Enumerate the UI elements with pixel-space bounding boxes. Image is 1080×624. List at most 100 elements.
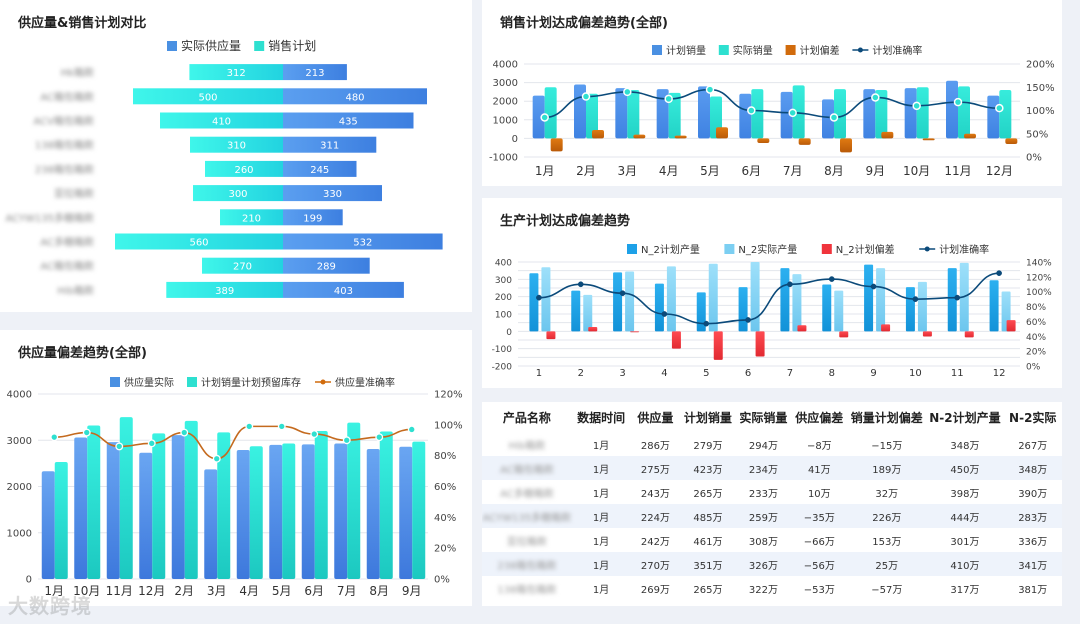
actual-supply-bar (106, 442, 120, 579)
actual-supply-value: 330 (323, 189, 342, 200)
y-right-tick: 20% (434, 544, 456, 555)
table-cell: 461万 (693, 536, 723, 548)
actual-supply-bar (283, 112, 414, 129)
table-cell: 265万 (693, 584, 723, 596)
plan-deviation-bar (716, 127, 728, 139)
actual-production-bar (917, 281, 927, 332)
plan-sales-bar (987, 95, 1000, 139)
actual-supply-value: 213 (305, 68, 324, 79)
x-tick-label: 3 (619, 368, 625, 379)
sales-plan-bar (166, 281, 283, 298)
table-cell: 189万 (847, 456, 927, 480)
y-left-tick: 300 (495, 276, 512, 286)
table-row: 138箱包箱款 1月 269万 265万 322万 −53万 −57万 317万 381万 (482, 576, 1062, 600)
x-tick-label: 6月 (742, 164, 762, 178)
production-deviation-bar (839, 331, 849, 338)
legend-swatch (254, 41, 265, 51)
actual-supply-bar (171, 435, 185, 579)
accuracy-point (50, 433, 59, 442)
accuracy-point (871, 93, 880, 102)
accuracy-point (747, 106, 756, 115)
actual-supply-bar (334, 443, 348, 579)
plan-deviation-bar (922, 138, 935, 141)
legend-swatch (167, 41, 177, 51)
accuracy-point (623, 87, 632, 97)
planned-reserve-bar (152, 433, 166, 579)
plan-production-bar (696, 292, 706, 332)
sales-plan-bar (189, 64, 283, 81)
table-cell: 270万 (630, 552, 681, 576)
y-right-tick: 100% (1026, 106, 1055, 117)
table-cell: 1月 (592, 536, 610, 548)
table-cell: 317万 (950, 584, 980, 596)
actual-supply-value: 435 (339, 117, 358, 128)
product-name-text: 138箱包箱款 (497, 584, 557, 596)
table-cell: 341万 (1003, 552, 1062, 576)
plan-sales-bar (739, 93, 752, 139)
table-cell: −8万 (806, 440, 832, 452)
product-name-cell: 238箱包箱款 (482, 552, 572, 576)
x-tick-label: 4 (661, 368, 667, 379)
table-header-cell: 供应量 (637, 410, 674, 425)
accuracy-point (788, 108, 797, 118)
production-deviation-bar (588, 327, 598, 332)
product-name-cell: 138箱包箱款 (482, 576, 572, 600)
legend-line-marker (320, 379, 326, 385)
actual-supply-bar (236, 449, 250, 579)
sales-plan-bar (160, 112, 283, 129)
production-deviation-bar (881, 324, 891, 332)
plan-production-bar (529, 273, 539, 332)
actual-sales-bar (916, 87, 929, 139)
actual-supply-bar (283, 185, 382, 202)
legend-label: 计划销量计划预留库存 (201, 376, 301, 389)
actual-supply-bar (283, 160, 357, 177)
x-tick-label: 11月 (106, 584, 133, 598)
plan-deviation-bar (633, 134, 646, 139)
legend-label: 供应量实际 (124, 376, 174, 389)
y-left-tick: 3000 (7, 436, 32, 447)
actual-production-bar (583, 294, 593, 332)
production-deviation-bar (546, 331, 556, 340)
accuracy-point (180, 428, 189, 437)
table-cell: −53万 (803, 584, 835, 596)
actual-supply-bar (399, 446, 413, 579)
actual-production-bar (541, 267, 551, 332)
x-tick-label: 6 (745, 368, 751, 379)
actual-supply-bar (204, 469, 218, 579)
y-left-tick: 1000 (493, 115, 518, 126)
table-cell: 1月 (592, 584, 610, 596)
accuracy-point (995, 103, 1004, 113)
table-cell: 153万 (872, 536, 902, 548)
accuracy-point (277, 422, 286, 431)
accuracy-point (912, 101, 921, 111)
production-deviation-bar (1006, 320, 1016, 332)
sales-plan-value: 560 (189, 238, 208, 249)
x-tick-label: 8 (829, 368, 835, 379)
plan-sales-bar (615, 88, 628, 139)
x-tick-label: 10 (909, 368, 922, 379)
x-tick-label: 5月 (272, 584, 292, 598)
accuracy-point (245, 422, 254, 431)
accuracy-point (954, 294, 961, 301)
product-name-cell: 亚拉箱款 (482, 528, 572, 552)
legend-label: N_2实际产量 (738, 243, 797, 256)
planned-reserve-bar (217, 432, 231, 579)
product-label: 138箱包箱款 (35, 139, 94, 152)
y-right-tick: 100% (1026, 288, 1052, 298)
actual-supply-bar (283, 257, 370, 274)
planned-reserve-bar (379, 431, 393, 579)
product-label: Hib箱款 (57, 284, 94, 297)
x-tick-label: 5 (703, 368, 709, 379)
sales-deviation-chart: 计划销量 实际销量 计划偏差 计划准确率 -1000 0 1000 2000 3000 4000 0… (489, 44, 1055, 178)
legend-swatch (187, 377, 197, 387)
table-cell: 410万 (926, 552, 1004, 576)
x-tick-label: 12 (993, 368, 1006, 379)
plan-production-bar (947, 268, 957, 332)
actual-supply-bar (283, 281, 404, 298)
supply-deviation-title: 供应量偏差趋势(全部) (18, 346, 147, 361)
product-label: ACV箱包箱款 (34, 115, 95, 128)
actual-production-bar (792, 274, 802, 332)
table-header-cell: N-2实际 (1009, 410, 1057, 425)
legend-label: 计划准确率 (872, 44, 922, 57)
table-header-cell: 产品名称 (502, 410, 551, 425)
